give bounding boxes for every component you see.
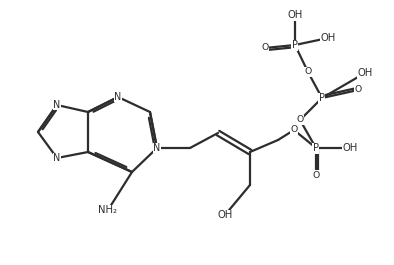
Text: N: N [53,153,61,163]
Text: OH: OH [217,210,232,220]
Text: N: N [114,92,122,102]
Text: O: O [290,126,297,135]
Text: OH: OH [320,33,336,43]
Text: N: N [53,100,61,110]
Text: OH: OH [357,68,373,78]
Text: OH: OH [342,143,358,153]
Text: OH: OH [287,10,303,20]
Text: O: O [305,68,312,77]
Text: P: P [292,40,298,50]
Text: O: O [354,86,362,95]
Text: NH₂: NH₂ [98,205,117,215]
Text: O: O [261,43,269,52]
Text: P: P [319,93,325,103]
Text: O: O [312,170,320,179]
Text: P: P [313,143,319,153]
Text: N: N [153,143,161,153]
Text: O: O [296,116,304,125]
